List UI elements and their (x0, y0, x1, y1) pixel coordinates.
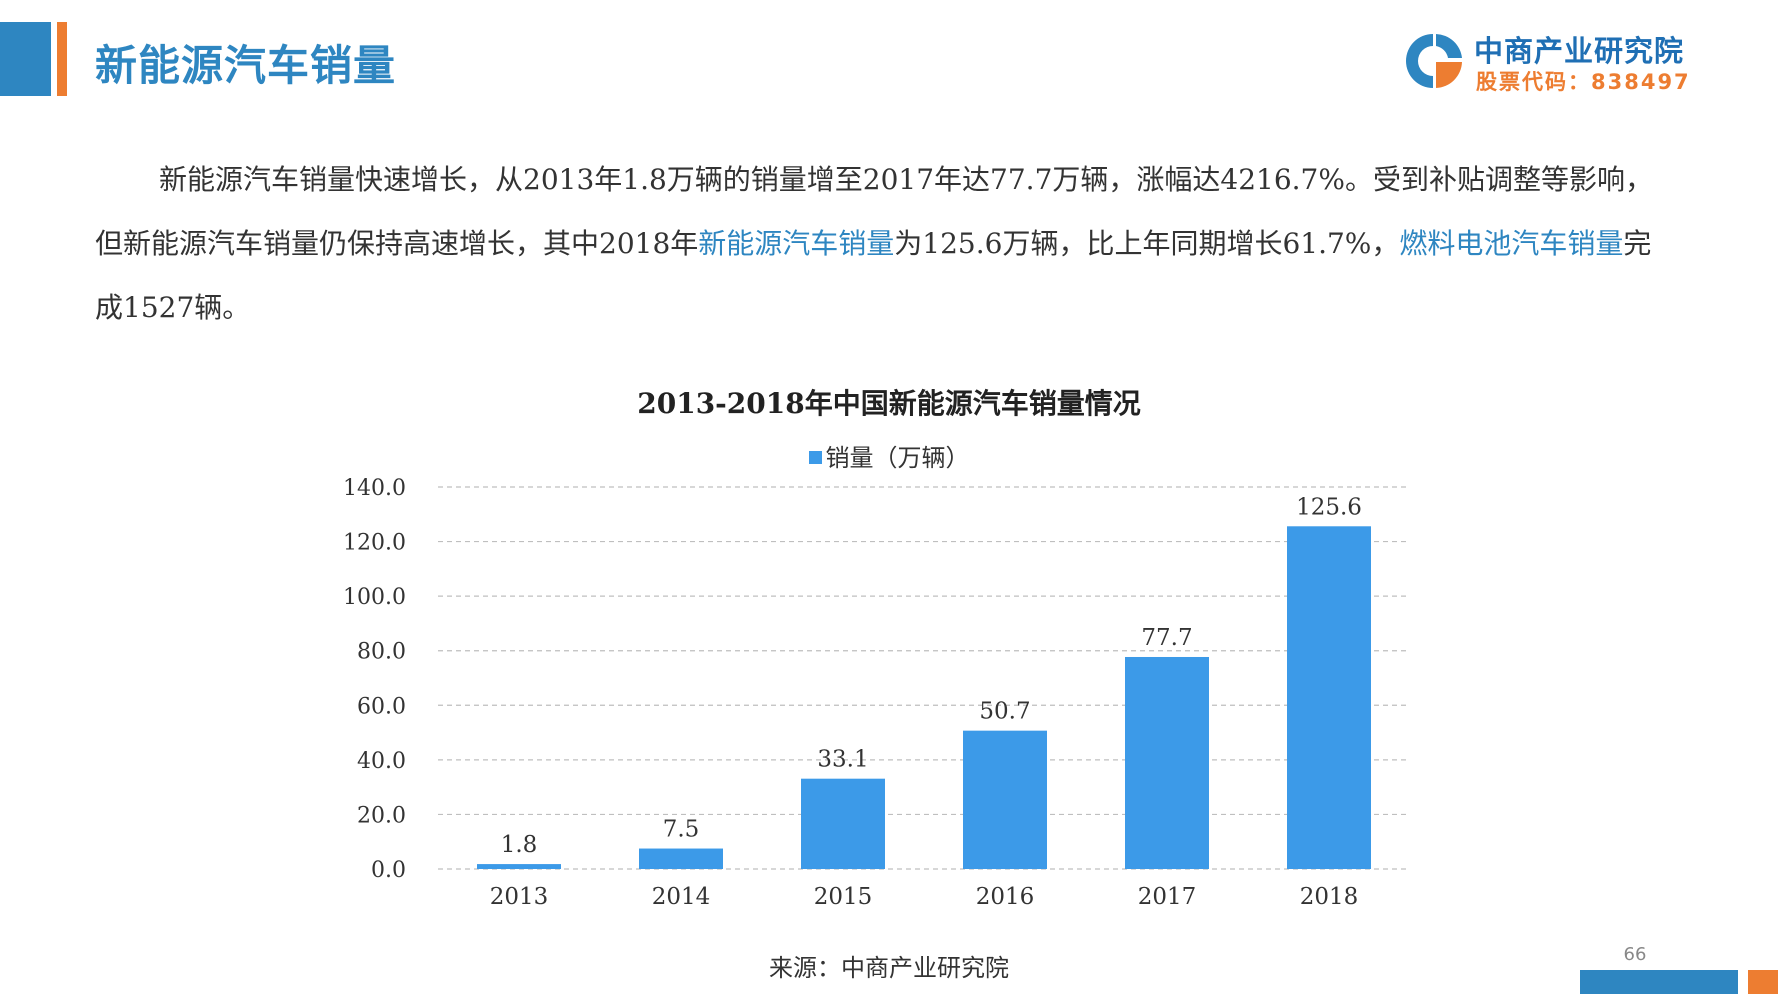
legend-swatch-icon (808, 451, 822, 464)
logo-mark-icon (1406, 34, 1462, 88)
bar-2018 (1287, 526, 1371, 869)
x-tick-label: 2015 (814, 884, 873, 910)
data-label: 77.7 (1141, 625, 1192, 651)
bar-2015 (801, 778, 885, 869)
intro-text-2: 为125.6万辆，比上年同期增长61.7%， (894, 227, 1400, 260)
y-tick-label: 140.0 (343, 476, 406, 501)
legend-series-label: 销量（万辆） (825, 444, 970, 472)
chart-title: 2013-2018年中国新能源汽车销量情况 (637, 387, 1141, 420)
company-logo: 中商产业研究院 股票代码：838497 (1400, 26, 1700, 96)
y-tick-label: 0.0 (371, 858, 406, 883)
header-accent-bar-orange (57, 22, 67, 96)
source-note: 来源：中商产业研究院 (769, 954, 1009, 982)
y-tick-label: 20.0 (357, 803, 406, 828)
intro-link-fuel-cell-sales[interactable]: 燃料电池汽车销量 (1399, 227, 1624, 260)
bar-2014 (639, 848, 723, 869)
intro-paragraph: 新能源汽车销量快速增长，从2013年1.8万辆的销量增至2017年达77.7万辆… (95, 148, 1675, 340)
data-label: 1.8 (501, 832, 538, 858)
footer-accent-bar-orange (1748, 970, 1778, 994)
y-tick-label: 40.0 (357, 749, 406, 774)
page-number: 66 (1623, 944, 1647, 965)
logo-company-name: 中商产业研究院 (1474, 34, 1685, 68)
bar-2016 (963, 730, 1047, 869)
intro-text-3: 完成1527辆。 (95, 227, 1652, 324)
x-tick-label: 2017 (1138, 884, 1197, 910)
x-tick-label: 2018 (1300, 884, 1359, 910)
bar-2013 (477, 864, 561, 869)
page-title: 新能源汽车销量 (95, 41, 397, 90)
chart-legend: 销量（万辆） (0, 438, 1778, 473)
logo-stock-code: 股票代码：838497 (1476, 70, 1691, 94)
intro-link-nev-sales[interactable]: 新能源汽车销量 (698, 227, 895, 260)
bar-2017 (1125, 656, 1209, 869)
y-tick-label: 60.0 (357, 694, 406, 719)
data-label: 50.7 (979, 699, 1030, 725)
x-tick-label: 2014 (652, 884, 711, 910)
data-label: 125.6 (1296, 494, 1362, 520)
data-label: 7.5 (663, 817, 700, 843)
intro-text-1: 新能源汽车销量快速增长，从2013年1.8万辆的销量增至2017年达77.7万辆… (95, 163, 1653, 260)
x-tick-label: 2013 (490, 884, 549, 910)
header-accent-bar-blue (0, 22, 51, 96)
data-label: 33.1 (817, 747, 868, 773)
x-tick-label: 2016 (976, 884, 1035, 910)
y-tick-label: 120.0 (343, 531, 406, 556)
footer-accent-bar-blue (1580, 970, 1738, 994)
y-tick-label: 80.0 (357, 640, 406, 665)
y-tick-label: 100.0 (343, 585, 406, 610)
